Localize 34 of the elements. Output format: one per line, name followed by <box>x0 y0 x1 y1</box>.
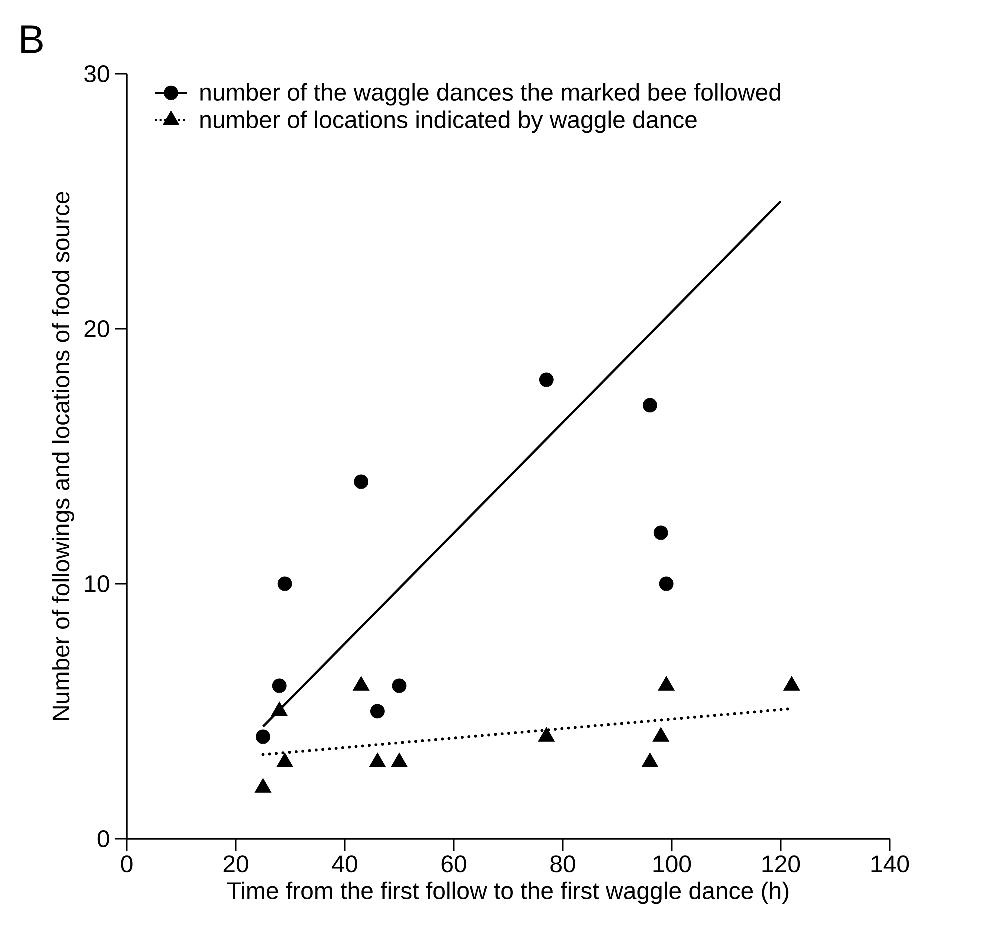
point <box>642 752 659 768</box>
point <box>539 372 554 388</box>
point <box>271 702 288 716</box>
point <box>354 474 369 490</box>
y-tick-label: 10 <box>85 575 110 592</box>
x-tick-label: 20 <box>224 856 248 873</box>
point <box>353 676 370 691</box>
legend-label: number of the waggle dances the marked bee followed <box>200 83 780 106</box>
x-axis-title: Time from the first follow to the first waggle dance (h) <box>227 882 789 904</box>
x-tick-label: 120 <box>762 856 800 873</box>
y-tick-label: 20 <box>84 320 110 338</box>
x-tick-label: 80 <box>550 856 576 873</box>
chart-title: B <box>22 26 43 54</box>
point <box>369 752 386 768</box>
point <box>658 676 675 691</box>
y-tick-label: 0 <box>98 830 110 848</box>
point <box>538 727 556 742</box>
point <box>276 752 294 768</box>
y-tick-label: 30 <box>84 65 110 82</box>
point <box>391 752 408 768</box>
point <box>652 727 670 742</box>
x-tick-label: 60 <box>442 856 466 873</box>
point <box>654 526 668 540</box>
point <box>659 576 674 592</box>
x-tick-label: 40 <box>332 856 358 873</box>
point <box>254 778 272 793</box>
x-tick-label: 140 <box>872 856 910 873</box>
x-tick-label: 0 <box>121 856 133 873</box>
point <box>784 676 800 691</box>
point <box>278 576 292 592</box>
y-axis-title: Number of followings and locations of food source <box>52 192 74 720</box>
point <box>643 398 658 413</box>
legend-label: number of locations indicated by waggle dance <box>200 110 697 134</box>
x-tick-label: 100 <box>654 856 692 873</box>
